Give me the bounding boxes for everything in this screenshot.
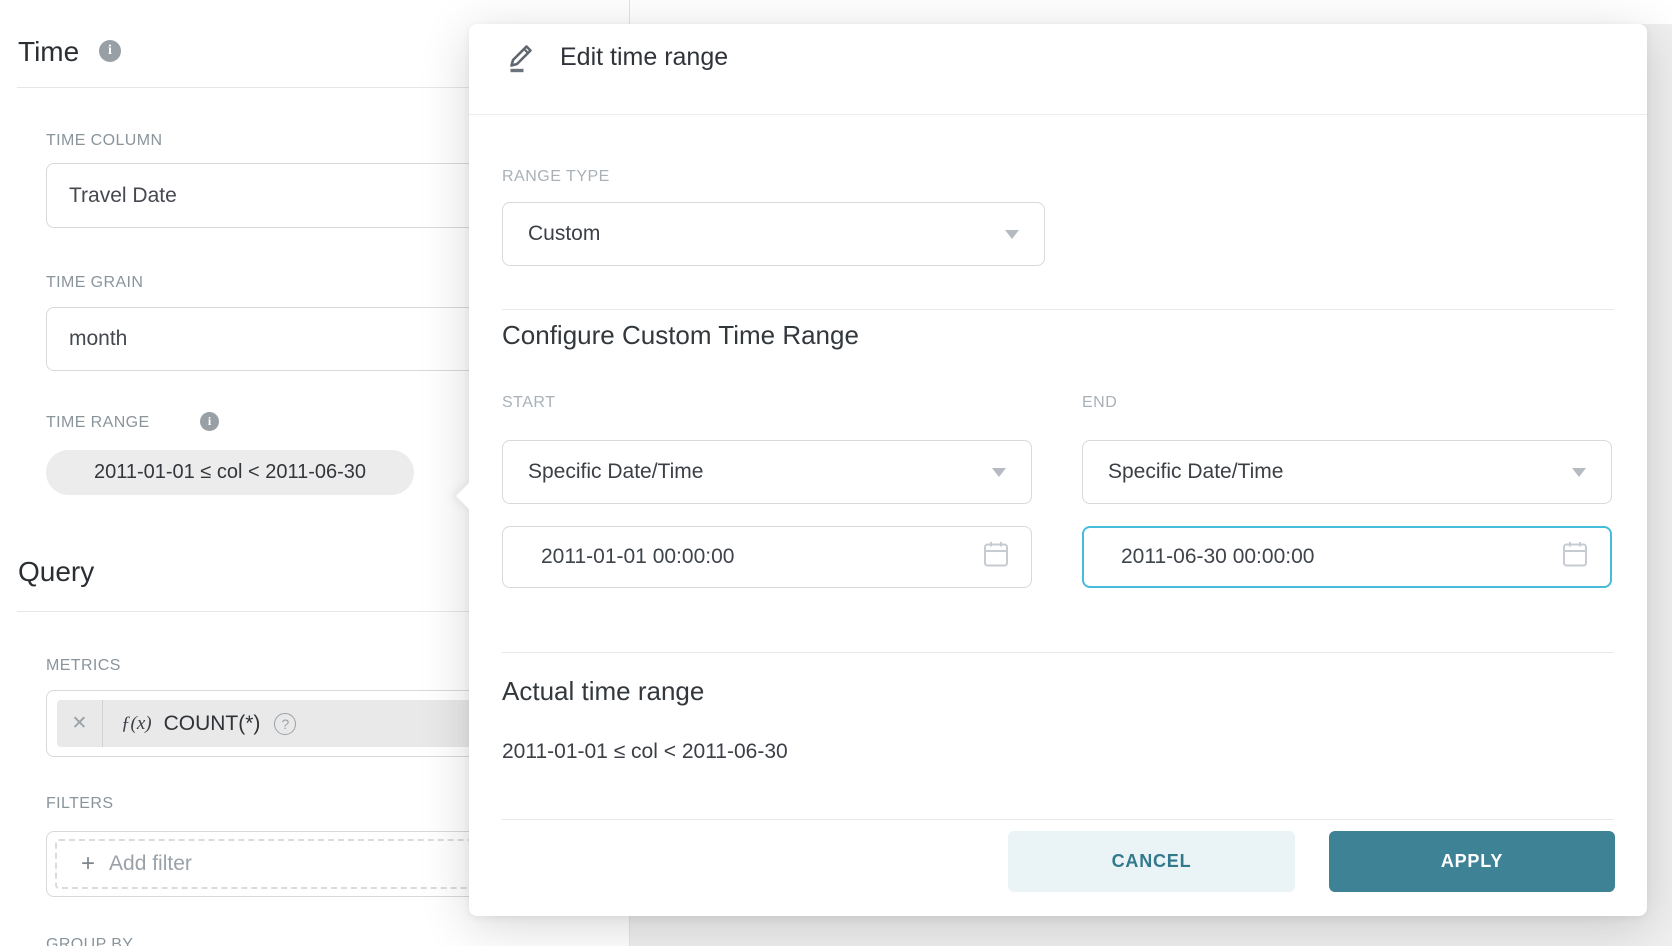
metric-name: COUNT(*) [163, 711, 261, 735]
chevron-down-icon [1572, 468, 1586, 477]
time-grain-value: month [69, 327, 128, 350]
query-section-heading: Query [18, 556, 95, 587]
end-mode-select[interactable]: Specific Date/Time [1082, 440, 1612, 504]
end-date-input[interactable] [1084, 528, 1610, 586]
filters-label: FILTERS [46, 795, 114, 812]
divider [502, 819, 1614, 820]
calendar-icon[interactable] [1562, 541, 1588, 574]
calendar-icon[interactable] [983, 541, 1009, 574]
configure-heading: Configure Custom Time Range [502, 320, 859, 350]
start-mode-select[interactable]: Specific Date/Time [502, 440, 1032, 504]
end-date-field [1082, 526, 1612, 588]
edit-pencil-icon [502, 39, 538, 75]
chevron-down-icon [1005, 230, 1019, 239]
function-icon: ƒ(x) [121, 712, 152, 734]
group-by-label: GROUP BY [46, 936, 134, 946]
cancel-button[interactable]: CANCEL [1008, 831, 1295, 892]
time-section-heading: Time [18, 36, 80, 67]
info-icon-glyph: i [108, 43, 112, 58]
help-icon[interactable]: ? [274, 712, 297, 735]
popover-header: Edit time range [469, 24, 1647, 90]
divider [17, 87, 589, 88]
time-grain-label: TIME GRAIN [46, 274, 144, 291]
range-type-select[interactable]: Custom [502, 202, 1045, 266]
info-icon[interactable]: i [200, 412, 219, 431]
actual-time-range-heading: Actual time range [502, 676, 705, 706]
start-mode-value: Specific Date/Time [528, 460, 704, 483]
time-range-label: TIME RANGE [46, 414, 150, 431]
metrics-label: METRICS [46, 657, 121, 674]
actual-time-range-value: 2011-01-01 ≤ col < 2011-06-30 [502, 740, 788, 763]
range-type-value: Custom [528, 222, 601, 245]
end-label: END [1082, 394, 1118, 411]
divider [469, 114, 1647, 115]
popover-title: Edit time range [560, 42, 729, 71]
range-type-label: RANGE TYPE [502, 168, 610, 185]
start-date-input[interactable] [503, 527, 1031, 587]
time-range-pill[interactable]: 2011-01-01 ≤ col < 2011-06-30 [46, 450, 414, 495]
info-icon[interactable]: i [99, 40, 121, 62]
end-mode-value: Specific Date/Time [1108, 460, 1284, 483]
help-icon-glyph: ? [281, 715, 290, 732]
divider [17, 611, 589, 612]
divider [502, 652, 1614, 653]
close-icon[interactable]: ✕ [57, 700, 103, 747]
time-column-value: Travel Date [69, 184, 177, 207]
plus-icon: + [81, 850, 96, 877]
add-filter-label: Add filter [109, 852, 192, 875]
info-icon-glyph: i [207, 414, 212, 428]
start-label: START [502, 394, 556, 411]
time-column-label: TIME COLUMN [46, 132, 163, 149]
edit-time-range-popover: Edit time range RANGE TYPE Custom Config… [455, 24, 1647, 916]
start-date-field [502, 526, 1032, 588]
chevron-down-icon [992, 468, 1006, 477]
close-icon-glyph: ✕ [71, 713, 88, 734]
apply-button[interactable]: APPLY [1329, 831, 1615, 892]
divider [502, 309, 1614, 310]
time-range-pill-value: 2011-01-01 ≤ col < 2011-06-30 [93, 461, 367, 483]
